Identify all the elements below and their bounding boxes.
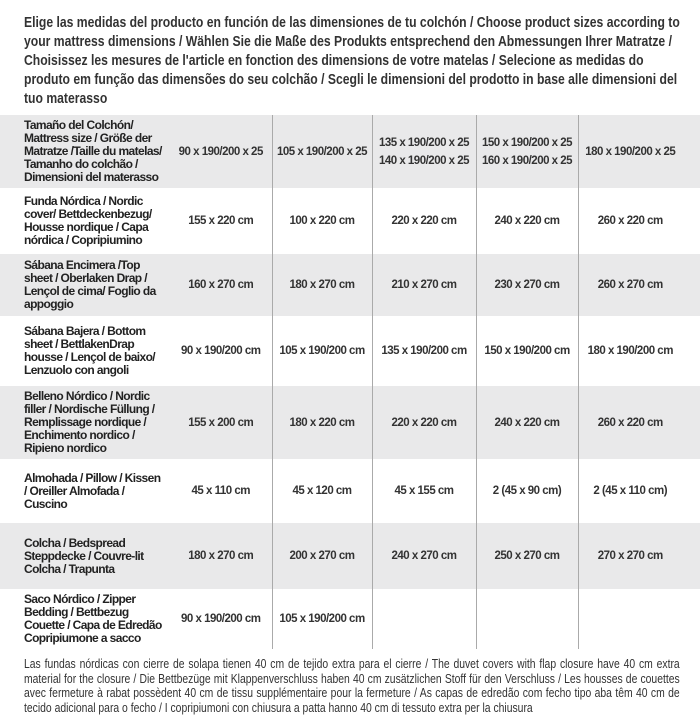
size-value: 160 x 190/200 x 25 [477,152,578,170]
size-cell: 180 x 190/200 cm [578,316,700,386]
size-cell: 220 x 220 cm [372,386,476,459]
product-label: Colcha / Bedspread Steppdecke / Couvre-l… [0,523,170,589]
size-value: 180 x 190/200 x 25 [579,143,700,161]
size-cell: 240 x 220 cm [476,188,578,254]
table-row: Almohada / Pillow / Kissen / Oreiller Al… [0,459,700,523]
size-cell: 180 x 220 cm [272,386,372,459]
product-label: Almohada / Pillow / Kissen / Oreiller Al… [0,459,170,523]
size-cell: 240 x 270 cm [372,523,476,589]
size-cell: 2 (45 x 90 cm) [476,459,578,523]
size-cell: 260 x 220 cm [578,386,700,459]
size-col-2: 105 x 190/200 x 25 [272,115,372,188]
size-cell [578,589,700,649]
size-col-1: 90 x 190/200 x 25 [170,115,272,188]
table-row: Funda Nórdica / Nordic cover/ Bettdecken… [0,188,700,254]
size-cell: 230 x 270 cm [476,254,578,316]
size-cell: 270 x 270 cm [578,523,700,589]
size-cell: 240 x 220 cm [476,386,578,459]
product-label: Sábana Bajera / Bottom sheet / Bettlaken… [0,316,170,386]
size-value: 135 x 190/200 x 25 [373,134,476,152]
size-cell: 45 x 120 cm [272,459,372,523]
table-row: Colcha / Bedspread Steppdecke / Couvre-l… [0,523,700,589]
size-value: 105 x 190/200 x 25 [273,143,372,161]
size-col-5: 180 x 190/200 x 25 [578,115,700,188]
size-cell: 45 x 155 cm [372,459,476,523]
size-cell: 180 x 270 cm [272,254,372,316]
size-cell: 100 x 220 cm [272,188,372,254]
size-cell: 260 x 270 cm [578,254,700,316]
size-table: Tamaño del Colchón/ Mattress size / Größ… [0,115,700,649]
size-cell: 105 x 190/200 cm [272,589,372,649]
product-label: Sábana Encimera /Top sheet / Oberlaken D… [0,254,170,316]
table-row: Saco Nórdico / Zipper Bedding / Bettbezu… [0,589,700,649]
mattress-size-label: Tamaño del Colchón/ Mattress size / Größ… [0,115,170,188]
size-cell: 90 x 190/200 cm [170,316,272,386]
size-cell: 220 x 220 cm [372,188,476,254]
size-cell: 155 x 200 cm [170,386,272,459]
size-cell: 260 x 220 cm [578,188,700,254]
size-cell: 105 x 190/200 cm [272,316,372,386]
product-label: Belleno Nórdico / Nordic filler / Nordis… [0,386,170,459]
table-row: Belleno Nórdico / Nordic filler / Nordis… [0,386,700,459]
product-label: Saco Nórdico / Zipper Bedding / Bettbezu… [0,589,170,649]
intro-container: Elige las medidas del producto en funció… [0,0,700,115]
size-cell: 45 x 110 cm [170,459,272,523]
table-row: Sábana Bajera / Bottom sheet / Bettlaken… [0,316,700,386]
size-cell: 160 x 270 cm [170,254,272,316]
size-cell: 135 x 190/200 cm [372,316,476,386]
size-value: 140 x 190/200 x 25 [373,152,476,170]
size-value: 90 x 190/200 x 25 [179,146,263,158]
size-cell: 250 x 270 cm [476,523,578,589]
size-cell: 2 (45 x 110 cm) [578,459,700,523]
footnote: Las fundas nórdicas con cierre de solapa… [24,657,680,715]
size-cell [476,589,578,649]
footnote-container: Las fundas nórdicas con cierre de solapa… [0,649,688,723]
size-value: 150 x 190/200 x 25 [477,134,578,152]
product-label: Funda Nórdica / Nordic cover/ Bettdecken… [0,188,170,254]
intro-text: Elige las medidas del producto en funció… [24,14,688,109]
size-cell: 150 x 190/200 cm [476,316,578,386]
size-cell [372,589,476,649]
size-cell: 155 x 220 cm [170,188,272,254]
header-row: Tamaño del Colchón/ Mattress size / Größ… [0,115,700,188]
size-cell: 180 x 270 cm [170,523,272,589]
size-cell: 90 x 190/200 cm [170,589,272,649]
table-row: Sábana Encimera /Top sheet / Oberlaken D… [0,254,700,316]
size-cell: 200 x 270 cm [272,523,372,589]
size-cell: 210 x 270 cm [372,254,476,316]
